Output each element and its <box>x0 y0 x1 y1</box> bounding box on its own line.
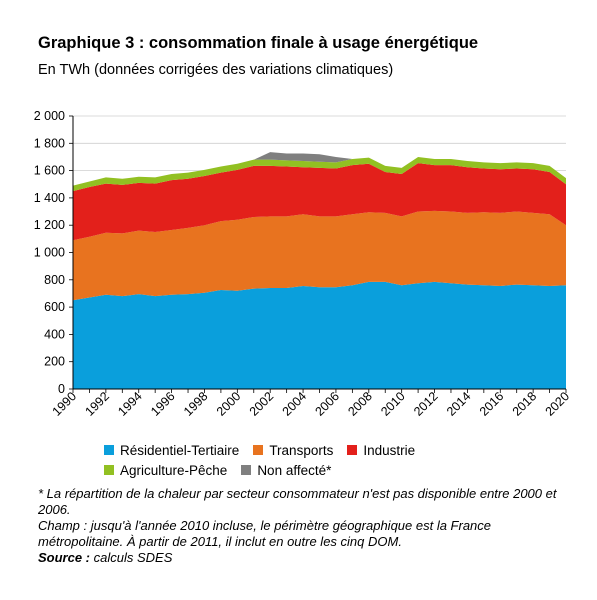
legend-row-1: Résidentiel-Tertiaire Transports Industr… <box>104 440 429 460</box>
legend-row-2: Agriculture-Pêche Non affecté* <box>104 460 429 480</box>
legend-swatch-agriculture <box>104 465 114 475</box>
x-tick-label: 2014 <box>444 389 474 419</box>
y-tick-label: 1 800 <box>34 136 65 150</box>
series-area-4 <box>73 156 566 192</box>
x-tick-label: 2010 <box>378 389 408 419</box>
series-area-5 <box>73 152 566 186</box>
legend-label-agriculture: Agriculture-Pêche <box>120 462 228 478</box>
legend-item-non-affecte: Non affecté* <box>241 463 331 478</box>
x-tick-label: 2002 <box>247 389 277 419</box>
x-tick-label: 2008 <box>345 389 375 419</box>
y-tick-label: 600 <box>44 300 65 314</box>
note-footnote: * La répartition de la chaleur par secte… <box>38 486 557 517</box>
legend-label-residentiel: Résidentiel-Tertiaire <box>120 442 240 458</box>
legend-swatch-residentiel <box>104 445 114 455</box>
x-tick-label: 1990 <box>50 389 80 419</box>
x-tick-label: 1996 <box>148 389 178 419</box>
source-label: Source : <box>38 550 91 565</box>
series-area-2 <box>73 210 566 301</box>
y-tick-label: 1 600 <box>34 164 65 178</box>
legend-label-non-affecte: Non affecté* <box>257 462 332 478</box>
x-tick-label: 2016 <box>477 389 507 419</box>
x-tick-label: 2020 <box>543 389 573 419</box>
y-tick-label: 2 000 <box>34 109 65 123</box>
y-tick-label: 0 <box>58 382 65 396</box>
x-tick-label: 1992 <box>82 389 112 419</box>
legend-label-transports: Transports <box>269 442 334 458</box>
y-tick-label: 1 000 <box>34 246 65 260</box>
chart-notes: * La répartition de la chaleur par secte… <box>38 486 578 566</box>
y-tick-label: 800 <box>44 273 65 287</box>
x-tick-label: 1998 <box>181 389 211 419</box>
x-tick-label: 2000 <box>214 389 244 419</box>
legend-swatch-industrie <box>347 445 358 455</box>
y-tick-label: 1 400 <box>34 191 65 205</box>
x-tick-label: 2004 <box>280 389 310 419</box>
y-tick-label: 1 200 <box>34 218 65 232</box>
series-area-1 <box>73 281 566 389</box>
x-tick-label: 2018 <box>510 389 540 419</box>
legend-item-industrie: Industrie <box>347 443 415 458</box>
x-tick-label: 2012 <box>411 389 441 419</box>
legend-item-agriculture: Agriculture-Pêche <box>104 463 227 478</box>
chart-subtitle: En TWh (données corrigées des variations… <box>38 62 394 78</box>
note-scope: Champ : jusqu'à l'année 2010 incluse, le… <box>38 518 492 549</box>
y-tick-label: 400 <box>44 327 65 341</box>
chart-title: Graphique 3 : consommation finale à usag… <box>38 34 479 52</box>
legend-swatch-transports <box>253 445 264 455</box>
legend: Résidentiel-Tertiaire Transports Industr… <box>104 440 429 480</box>
series-area-3 <box>73 163 566 241</box>
legend-item-transports: Transports <box>253 443 333 458</box>
stacked-area-chart: 0 200 400 600 800 1 000 1 200 1 400 1 600 1 800 2 … <box>34 109 573 419</box>
x-tick-label: 2006 <box>312 389 342 419</box>
note-source: Source : calculs SDES <box>38 550 578 566</box>
legend-label-industrie: Industrie <box>363 442 416 458</box>
y-tick-label: 200 <box>44 355 65 369</box>
legend-swatch-non-affecte <box>241 465 252 475</box>
legend-item-residentiel: Résidentiel-Tertiaire <box>104 443 239 458</box>
x-tick-label: 1994 <box>115 389 145 419</box>
series-areas <box>73 152 566 389</box>
source-text: calculs SDES <box>90 550 173 565</box>
